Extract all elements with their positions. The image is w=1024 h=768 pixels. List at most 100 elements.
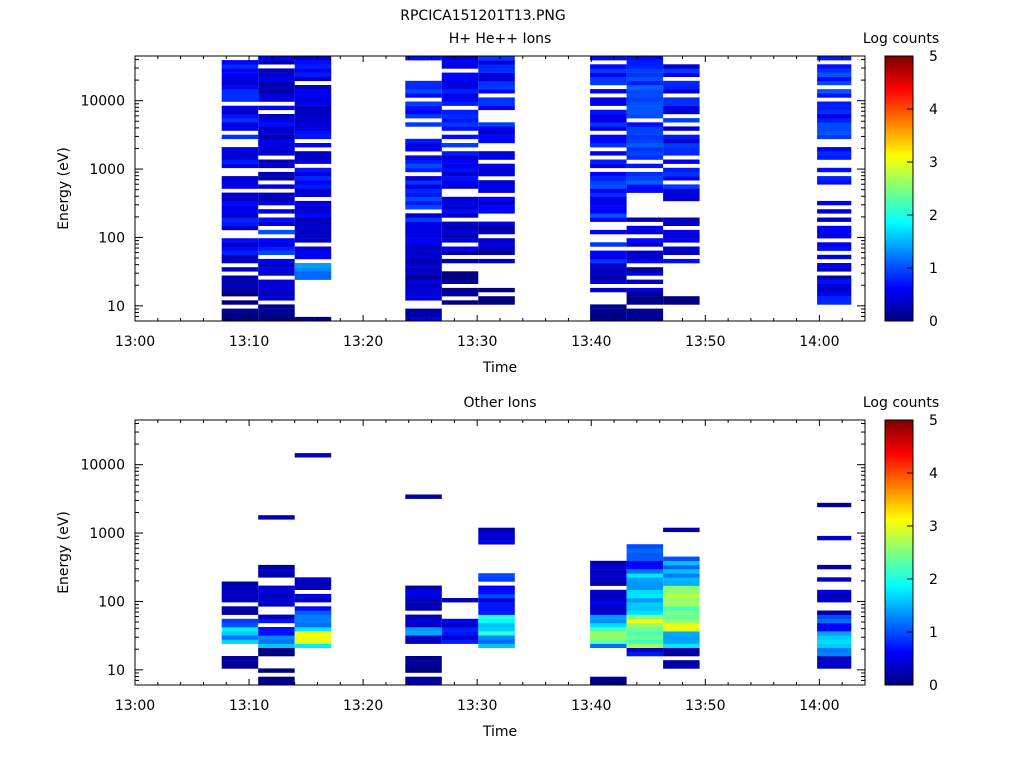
heatmap-cell <box>626 184 664 189</box>
colorbar-swatch <box>885 312 913 315</box>
heatmap-cell <box>817 242 852 247</box>
heatmap-cell <box>405 101 442 106</box>
colorbar-swatch <box>885 523 913 527</box>
heatmap-cell <box>478 155 515 160</box>
colorbar-swatch <box>885 618 913 622</box>
heatmap-cell <box>817 234 852 239</box>
heatmap-cell <box>478 593 515 599</box>
colorbar-swatch <box>885 563 913 567</box>
heatmap-cell <box>258 159 295 164</box>
heatmap-cell <box>626 56 664 61</box>
colorbar-swatch <box>885 466 913 469</box>
heatmap-cell <box>294 171 332 177</box>
heatmap-cell <box>294 109 332 115</box>
heatmap-cell <box>626 627 664 632</box>
heatmap-cell <box>663 159 700 164</box>
heatmap-cell <box>405 660 442 665</box>
x-tick-label: 13:30 <box>457 698 497 714</box>
heatmap-cell <box>478 209 515 214</box>
heatmap-cell <box>590 68 627 73</box>
colorbar-swatch <box>885 261 913 264</box>
heatmap-cell <box>478 225 515 231</box>
heatmap-cell <box>405 494 442 499</box>
colorbar-swatch <box>885 303 913 306</box>
heatmap-cell <box>441 209 479 214</box>
x-tick-label: 13:20 <box>343 334 383 350</box>
colorbar-swatch <box>885 234 913 238</box>
heatmap-cell <box>221 300 259 305</box>
heatmap-cell <box>663 109 700 115</box>
colorbar-swatch <box>885 155 913 158</box>
heatmap-cell <box>817 502 852 508</box>
colorbar-swatch <box>885 596 913 600</box>
colorbar-frame <box>884 55 914 322</box>
heatmap-cell <box>258 308 295 313</box>
heatmap-cell <box>405 639 442 644</box>
heatmap-cell <box>294 275 332 280</box>
heatmap-cell <box>663 64 700 69</box>
heatmap-cell <box>590 242 627 247</box>
heatmap-cell <box>817 109 852 115</box>
heatmap-cell <box>817 130 852 135</box>
heatmap-cell <box>663 527 700 533</box>
heatmap-cell <box>626 631 664 636</box>
heatmap-cell <box>817 267 852 272</box>
heatmap-cell <box>258 134 295 140</box>
colorbar: 0 1 2 3 4 5 Log counts <box>863 31 939 330</box>
heatmap-cell <box>478 85 515 90</box>
heatmap-cell <box>626 242 664 247</box>
heatmap-cell <box>817 577 852 582</box>
heatmap-cell <box>663 138 700 144</box>
heatmap-cell <box>221 126 259 131</box>
heatmap-cell <box>663 196 700 202</box>
heatmap-cell <box>590 163 627 169</box>
y-tick-label: 10 <box>107 299 125 315</box>
heatmap-cell <box>626 109 664 115</box>
colorbar-swatch <box>885 223 913 227</box>
colorbar-swatch <box>885 276 913 280</box>
heatmap-cell <box>590 192 627 197</box>
heatmap-cell <box>405 664 442 669</box>
heatmap-cell <box>478 627 515 632</box>
heatmap-cell <box>294 101 332 106</box>
heatmap-cell <box>294 213 332 218</box>
heatmap-cell <box>441 76 479 82</box>
heatmap-cell <box>294 151 332 156</box>
heatmap-cell <box>663 598 700 603</box>
heatmap-cell <box>478 540 515 545</box>
heatmap-cell <box>663 660 700 665</box>
heatmap-cell <box>221 618 259 624</box>
heatmap-cell <box>405 105 442 111</box>
heatmap-cell <box>294 143 332 148</box>
colorbar-swatch <box>885 623 913 626</box>
heatmap-cell <box>441 60 479 65</box>
colorbar-swatch <box>885 64 913 68</box>
heatmap-cell <box>478 64 515 69</box>
heatmap-cell <box>294 205 332 210</box>
heatmap-cell <box>258 171 295 177</box>
heatmap-cell <box>221 589 259 595</box>
colorbar-swatch <box>885 437 913 441</box>
colorbar-swatch <box>885 239 913 242</box>
heatmap-cell <box>626 101 664 106</box>
heatmap-cell <box>626 593 664 599</box>
heatmap-cell <box>478 622 515 628</box>
heatmap-cell <box>663 72 700 77</box>
colorbar-swatch <box>885 673 913 677</box>
heatmap-cell <box>478 531 515 537</box>
colorbar-swatch <box>885 576 913 580</box>
heatmap-cell <box>405 89 442 94</box>
heatmap-cell <box>626 573 664 578</box>
heatmap-cell <box>294 68 332 73</box>
colorbar-swatch <box>885 587 913 591</box>
colorbar-swatch <box>885 82 913 86</box>
x-tick-label: 13:10 <box>229 334 269 350</box>
heatmap-cell <box>817 118 852 123</box>
heatmap-cell <box>817 589 852 595</box>
heatmap-cell <box>221 221 259 226</box>
heatmap-cell <box>478 296 515 301</box>
heatmap-cell <box>294 606 332 611</box>
heatmap-cell <box>478 72 515 77</box>
heatmap-cell <box>817 126 852 131</box>
colorbar-swatch <box>885 106 913 110</box>
